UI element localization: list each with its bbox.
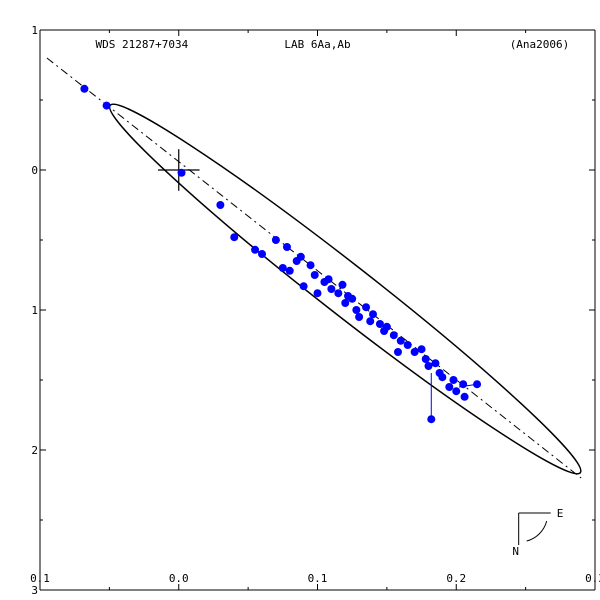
svg-text:0.0: 0.0 <box>169 572 189 585</box>
svg-text:(Ana2006): (Ana2006) <box>510 38 570 51</box>
svg-text:WDS 21287+7034: WDS 21287+7034 <box>96 38 189 51</box>
svg-text:0.1: 0.1 <box>30 24 38 37</box>
svg-text:0.2: 0.2 <box>446 572 466 585</box>
svg-text:0.1: 0.1 <box>308 572 328 585</box>
svg-text:-0.2: -0.2 <box>30 444 38 457</box>
svg-text:-0.1: -0.1 <box>30 304 38 317</box>
svg-text:E: E <box>557 507 564 520</box>
svg-text:-0.3: -0.3 <box>30 584 38 597</box>
svg-text:-0.0: -0.0 <box>30 164 38 177</box>
svg-text:LAB 6Aa,Ab: LAB 6Aa,Ab <box>284 38 350 51</box>
orbit-plot: 0.10.00.10.20.30.1-0.0-0.1-0.2-0.3WDS 21… <box>30 10 600 600</box>
plot-svg: 0.10.00.10.20.30.1-0.0-0.1-0.2-0.3WDS 21… <box>30 10 600 600</box>
svg-text:0.3: 0.3 <box>585 572 600 585</box>
svg-text:N: N <box>512 545 519 558</box>
